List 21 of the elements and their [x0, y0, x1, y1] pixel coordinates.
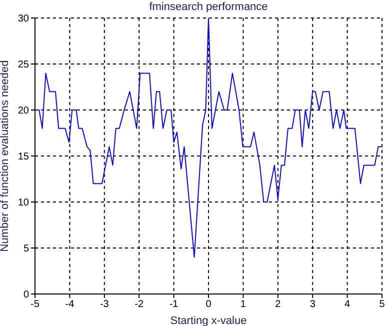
chart-title: fminsearch performance — [148, 1, 269, 13]
y-tick-label: 10 — [18, 198, 30, 209]
x-tick-label: 4 — [344, 299, 351, 310]
x-tick-label: 3 — [310, 299, 316, 310]
x-tick-label: -5 — [30, 299, 40, 310]
x-tick-label: 1 — [240, 299, 246, 310]
x-tick-label: 5 — [379, 299, 386, 310]
y-tick-label: 5 — [23, 244, 30, 255]
y-tick-label: 0 — [23, 290, 30, 301]
x-tick-label: -4 — [65, 299, 75, 310]
y-tick-label: 30 — [18, 14, 30, 25]
x-axis-title: Starting x-value — [170, 315, 247, 326]
x-tick-label: -2 — [134, 299, 144, 310]
x-tick-label: -1 — [169, 299, 179, 310]
y-tick-label: 25 — [18, 60, 30, 71]
y-axis-title: Number of function evaluations needed — [0, 60, 11, 252]
y-tick-label: 15 — [18, 152, 30, 163]
x-tick-label: 2 — [275, 299, 282, 310]
x-tick-label: 0 — [206, 299, 212, 310]
x-tick-label: -3 — [100, 299, 110, 310]
y-tick-label: 20 — [18, 106, 30, 117]
